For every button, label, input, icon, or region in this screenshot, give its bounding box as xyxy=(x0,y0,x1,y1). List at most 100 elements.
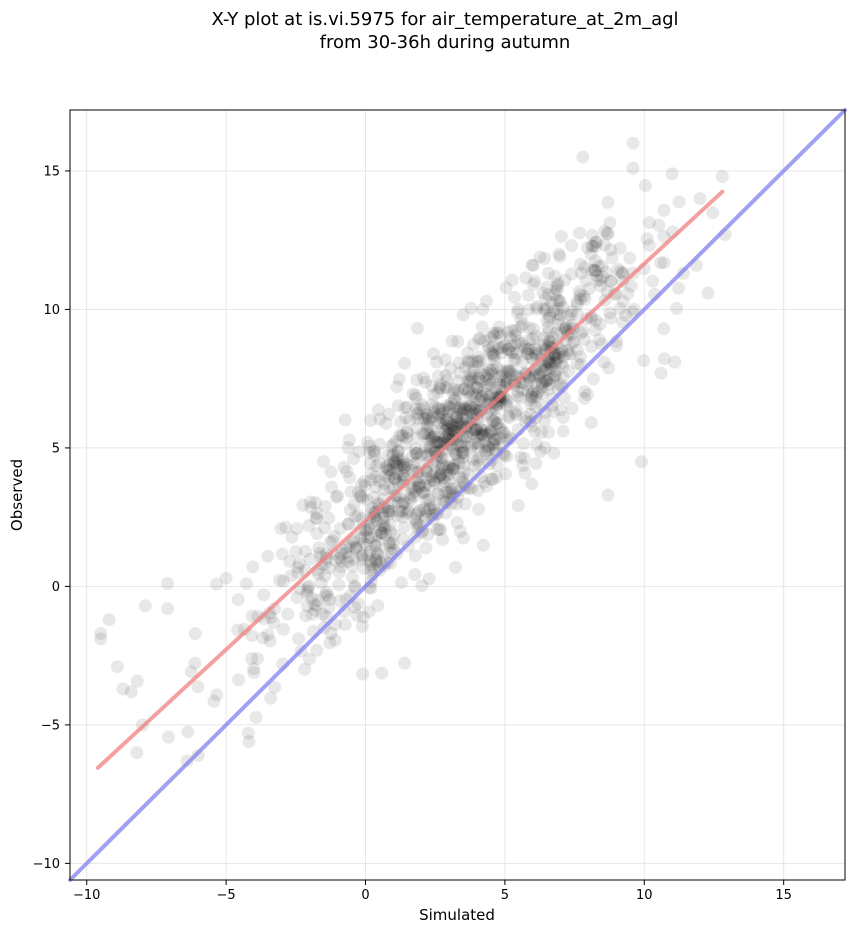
scatter-point xyxy=(471,440,485,454)
scatter-point xyxy=(469,400,483,414)
scatter-point xyxy=(397,468,411,482)
scatter-point xyxy=(458,497,472,511)
scatter-point xyxy=(516,317,530,331)
scatter-point xyxy=(403,491,417,505)
scatter-point xyxy=(441,427,455,441)
scatter-point xyxy=(543,357,557,371)
scatter-point xyxy=(455,446,469,460)
scatter-point xyxy=(436,479,450,493)
scatter-point xyxy=(432,469,446,483)
scatter-point xyxy=(489,381,503,395)
scatter-point xyxy=(657,256,671,270)
scatter-point xyxy=(445,423,459,437)
scatter-point xyxy=(369,459,383,473)
scatter-point xyxy=(456,308,470,322)
scatter-point xyxy=(410,321,424,335)
scatter-point xyxy=(542,325,556,339)
scatter-point xyxy=(428,400,442,414)
scatter-point xyxy=(485,414,499,428)
scatter-point xyxy=(314,576,328,590)
scatter-point xyxy=(387,455,401,468)
scatter-point xyxy=(501,409,515,423)
scatter-point xyxy=(373,522,387,536)
scatter-point xyxy=(434,462,448,475)
scatter-point xyxy=(542,288,555,302)
scatter-point xyxy=(517,437,530,451)
scatter-point xyxy=(440,460,454,474)
scatter-point xyxy=(383,536,397,550)
scatter-point xyxy=(554,403,568,417)
scatter-point xyxy=(368,448,382,462)
scatter-point xyxy=(471,430,485,444)
scatter-point xyxy=(364,413,377,427)
scatter-point xyxy=(431,435,445,449)
scatter-point xyxy=(497,374,511,388)
scatter-point xyxy=(346,535,360,549)
scatter-point xyxy=(427,500,440,514)
scatter-point xyxy=(556,360,570,374)
scatter-point xyxy=(484,364,498,378)
scatter-point xyxy=(476,538,490,552)
scatter-point xyxy=(326,534,339,548)
scatter-point xyxy=(328,554,342,568)
scatter-point xyxy=(419,412,433,426)
scatter-point xyxy=(444,362,457,376)
scatter-point xyxy=(421,408,434,422)
scatter-point xyxy=(207,694,221,708)
scatter-point xyxy=(439,369,453,382)
scatter-point xyxy=(418,440,432,454)
scatter-point xyxy=(605,251,619,265)
scatter-point xyxy=(625,305,639,319)
scatter-point xyxy=(589,235,603,249)
scatter-point xyxy=(555,345,569,359)
scatter-point xyxy=(601,227,615,241)
scatter-point xyxy=(511,334,525,348)
scatter-point xyxy=(241,726,255,740)
scatter-point xyxy=(486,437,500,451)
scatter-point xyxy=(450,411,464,424)
scatter-point xyxy=(517,340,531,354)
scatter-point xyxy=(320,547,333,561)
scatter-point xyxy=(382,507,396,521)
scatter-point xyxy=(422,493,436,507)
scatter-point xyxy=(577,289,591,303)
x-axis-label: Simulated xyxy=(419,906,495,924)
scatter-point xyxy=(522,333,536,347)
scatter-point xyxy=(654,256,667,270)
scatter-point xyxy=(489,411,503,425)
scatter-point xyxy=(548,270,562,284)
scatter-point xyxy=(507,353,521,367)
scatter-point xyxy=(387,528,401,542)
scatter-point xyxy=(423,478,437,492)
scatter-point xyxy=(553,250,567,264)
scatter-point xyxy=(486,367,500,381)
scatter-point xyxy=(537,414,551,428)
scatter-point xyxy=(380,460,394,474)
scatter-point xyxy=(482,443,495,457)
scatter-point xyxy=(393,504,407,518)
scatter-point xyxy=(443,486,457,500)
scatter-point xyxy=(451,438,465,452)
scatter-point xyxy=(298,662,312,676)
scatter-point xyxy=(283,554,297,568)
scatter-point xyxy=(642,216,656,230)
scatter-point xyxy=(585,239,599,253)
scatter-point xyxy=(390,449,404,463)
scatter-point xyxy=(481,340,495,354)
scatter-point xyxy=(342,550,356,564)
scatter-point xyxy=(396,452,410,466)
scatter-point xyxy=(426,430,440,444)
scatter-point xyxy=(445,334,459,348)
scatter-point xyxy=(521,384,535,398)
scatter-point xyxy=(562,364,576,378)
scatter-point xyxy=(304,501,318,515)
scatter-point xyxy=(395,428,409,442)
scatter-point xyxy=(591,274,605,288)
scatter-point xyxy=(549,369,562,383)
scatter-point xyxy=(482,362,496,376)
scatter-point xyxy=(591,259,605,273)
scatter-point xyxy=(486,472,500,486)
scatter-point xyxy=(420,472,434,485)
scatter-point xyxy=(523,373,537,386)
scatter-point xyxy=(524,397,537,411)
